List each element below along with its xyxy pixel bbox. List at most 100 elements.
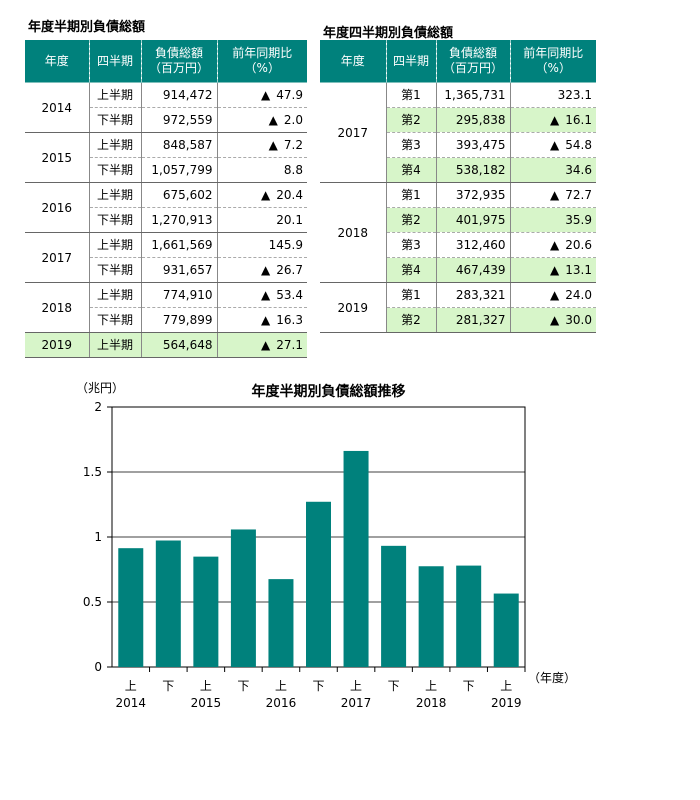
change-cell: 35.9: [510, 207, 596, 233]
amount-cell: 1,365,731: [436, 82, 511, 108]
year-cell: 2017: [320, 82, 387, 183]
decrease-triangle-icon: ▲: [261, 88, 271, 102]
year-cell: 2018: [320, 182, 387, 283]
change-cell: 20.1: [217, 207, 307, 233]
quarterly-debt-table: 年度 四半期 負債総額 （百万円） 前年同期比 （%） 2017 第1 1,365,73…: [320, 40, 596, 333]
amount-cell: 972,559: [141, 107, 218, 133]
table-row: 下半期 779,899 ▲ 16.3: [25, 307, 307, 333]
y-tick-label: 1.5: [83, 465, 102, 479]
x-tick-label: 上: [275, 679, 287, 693]
x-tick-label: 下: [237, 679, 249, 693]
chart-title: 年度半期別負債総額推移: [252, 383, 406, 400]
decrease-triangle-icon: ▲: [261, 313, 271, 327]
x-tick-label: 上: [125, 679, 137, 693]
decrease-triangle-icon: ▲: [550, 313, 560, 327]
amount-cell: 914,472: [141, 82, 218, 108]
table-row: 第2 281,327 ▲ 30.0: [320, 307, 596, 333]
chart-bar: [118, 548, 144, 667]
period-cell: 上半期: [89, 82, 142, 108]
period-cell: 第2: [386, 307, 437, 333]
table-row: 2019 第1 283,321 ▲ 24.0: [320, 282, 596, 333]
change-cell: 8.8: [217, 157, 307, 183]
year-cell: 2014: [25, 82, 90, 133]
amount-cell: 848,587: [141, 132, 218, 158]
y-tick-label: 1: [94, 530, 102, 544]
year-cell: 2019: [25, 332, 90, 358]
x-year-label: 2015: [191, 696, 222, 710]
chart-bar: [155, 540, 181, 667]
x-tick-label: 上: [425, 679, 437, 693]
amount-cell: 283,321: [436, 282, 511, 308]
period-cell: 第1: [386, 82, 437, 108]
year-cell: 2016: [25, 182, 90, 233]
change-cell: ▲ 16.1: [510, 107, 596, 133]
amount-cell: 931,657: [141, 257, 218, 283]
decrease-triangle-icon: ▲: [268, 113, 278, 127]
x-year-label: 2018: [416, 696, 447, 710]
amount-cell: 774,910: [141, 282, 218, 308]
chart-bar: [381, 545, 407, 667]
year-cell: 2017: [25, 232, 90, 283]
decrease-triangle-icon: ▲: [550, 263, 560, 277]
col-header-period: 四半期: [89, 40, 142, 83]
period-cell: 下半期: [89, 207, 142, 233]
decrease-triangle-icon: ▲: [550, 288, 560, 302]
amount-cell: 295,838: [436, 107, 511, 133]
change-cell: 145.9: [217, 232, 307, 258]
table-row: 第4 467,439 ▲ 13.1: [320, 257, 596, 283]
change-cell: ▲ 20.6: [510, 232, 596, 258]
x-tick-label: 上: [500, 679, 512, 693]
period-cell: 第1: [386, 282, 437, 308]
x-tick-label: 下: [162, 679, 174, 693]
x-axis-unit-label: （年度）: [528, 670, 576, 685]
chart-bar: [268, 579, 294, 667]
chart-bar: [306, 501, 331, 667]
change-cell: ▲ 2.0: [217, 107, 307, 133]
y-tick-label: 0: [94, 660, 102, 674]
chart-bar: [230, 529, 256, 667]
decrease-triangle-icon: ▲: [550, 238, 560, 252]
amount-cell: 401,975: [436, 207, 511, 233]
table-row: 2017 上半期 1,661,569 145.9: [25, 232, 307, 283]
change-cell: ▲ 47.9: [217, 82, 307, 108]
period-cell: 上半期: [89, 282, 142, 308]
table-row: 2019 上半期 564,648 ▲ 27.1: [25, 332, 307, 358]
change-cell: ▲ 27.1: [217, 332, 307, 358]
table-row: 下半期 1,270,913 20.1: [25, 207, 307, 233]
x-tick-label: 下: [388, 679, 400, 693]
table-row: 第3 312,460 ▲ 20.6: [320, 232, 596, 258]
decrease-triangle-icon: ▲: [261, 338, 271, 352]
table-row: 第4 538,182 34.6: [320, 157, 596, 183]
change-cell: ▲ 26.7: [217, 257, 307, 283]
x-year-label: 2014: [115, 696, 146, 710]
chart-bar: [456, 565, 482, 667]
amount-cell: 312,460: [436, 232, 511, 258]
col-header-amount: 負債総額 （百万円）: [141, 40, 218, 83]
change-cell: ▲ 7.2: [217, 132, 307, 158]
period-cell: 下半期: [89, 257, 142, 283]
decrease-triangle-icon: ▲: [268, 138, 278, 152]
decrease-triangle-icon: ▲: [261, 288, 271, 302]
y-tick-label: 0.5: [83, 595, 102, 609]
period-cell: 第4: [386, 157, 437, 183]
col-header-change: 前年同期比 （%）: [217, 40, 307, 83]
amount-cell: 538,182: [436, 157, 511, 183]
table-row: 2018 上半期 774,910 ▲ 53.4: [25, 282, 307, 333]
x-year-label: 2019: [491, 696, 522, 710]
period-cell: 上半期: [89, 132, 142, 158]
col-header-year: 年度: [25, 40, 90, 83]
table-row: 下半期 972,559 ▲ 2.0: [25, 107, 307, 133]
table-row: 2018 第1 372,935 ▲ 72.7: [320, 182, 596, 283]
period-cell: 上半期: [89, 232, 142, 258]
decrease-triangle-icon: ▲: [261, 263, 271, 277]
table-row: 下半期 931,657 ▲ 26.7: [25, 257, 307, 283]
left-table-title: 年度半期別負債総額: [28, 20, 146, 35]
x-year-label: 2016: [266, 696, 297, 710]
decrease-triangle-icon: ▲: [261, 188, 271, 202]
change-cell: ▲ 53.4: [217, 282, 307, 308]
decrease-triangle-icon: ▲: [550, 188, 560, 202]
amount-cell: 1,661,569: [141, 232, 218, 258]
x-tick-label: 下: [463, 679, 475, 693]
period-cell: 下半期: [89, 107, 142, 133]
